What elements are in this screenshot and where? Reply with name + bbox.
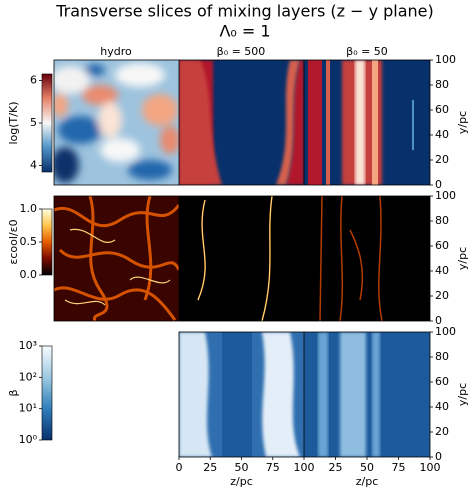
- tick-label: 5: [30, 116, 37, 129]
- x-tick-label: 25: [203, 461, 217, 474]
- x-tick-label: 75: [392, 461, 406, 474]
- y-tick-label: 100: [435, 189, 456, 202]
- y-tick-label: 80: [435, 214, 449, 227]
- cooling-slice: [54, 196, 179, 321]
- tick-label: 10²: [19, 370, 37, 383]
- y-tick-label: 60: [435, 239, 449, 252]
- y-tick-label: 20: [435, 289, 449, 302]
- colorbar: [41, 208, 53, 276]
- title: Transverse slices of mixing layers (z − …: [55, 2, 434, 21]
- y-tick-label: 80: [435, 78, 449, 91]
- x-tick-label: 100: [294, 461, 315, 474]
- cooling-slice: [179, 196, 304, 321]
- y-tick-label: 40: [435, 400, 449, 413]
- colorbar: [41, 345, 53, 441]
- tick-label: 10⁰: [19, 433, 38, 446]
- y-tick-label: 60: [435, 103, 449, 116]
- y-tick-label: 40: [435, 128, 449, 141]
- temperature-slice: [54, 60, 179, 185]
- tick-label: 10¹: [19, 402, 37, 415]
- y-tick-label: 20: [435, 153, 449, 166]
- y-axis-label: y/pc: [456, 383, 469, 406]
- x-tick-label: 75: [266, 461, 280, 474]
- y-tick-label: 100: [435, 325, 456, 338]
- tick-label: 1.0: [20, 202, 38, 215]
- column-title: hydro: [100, 45, 132, 58]
- y-tick-label: 100: [435, 53, 456, 66]
- temperature-slice: [304, 60, 430, 185]
- temperature-slice: [179, 60, 304, 185]
- y-tick-label: 60: [435, 375, 449, 388]
- y-tick-label: 0: [435, 314, 442, 327]
- colorbar: [41, 73, 53, 173]
- x-tick-label: 100: [420, 461, 441, 474]
- y-tick-label: 0: [435, 450, 442, 463]
- x-tick-label: 50: [360, 461, 374, 474]
- y-tick-label: 20: [435, 425, 449, 438]
- tick-label: 6: [30, 73, 37, 86]
- subtitle: Λ₀ = 1: [219, 22, 270, 41]
- column-title: β₀ = 50: [346, 45, 388, 58]
- y-axis-label: y/pc: [456, 111, 469, 134]
- x-axis-label: z/pc: [356, 475, 379, 488]
- y-tick-label: 80: [435, 350, 449, 363]
- x-axis-label: z/pc: [230, 475, 253, 488]
- cooling-slice: [304, 196, 430, 321]
- y-tick-label: 0: [435, 178, 442, 191]
- x-tick-label: 0: [176, 461, 183, 474]
- x-tick-label: 50: [235, 461, 249, 474]
- tick-label: 10³: [19, 339, 37, 352]
- panel-frames: [53, 59, 431, 458]
- tick-label: 0.0: [20, 268, 38, 281]
- x-tick-label: 25: [329, 461, 343, 474]
- beta-slice: [304, 332, 430, 457]
- beta-slice: [179, 332, 304, 457]
- tick-label: 4: [30, 159, 37, 172]
- tick-label: 0.5: [20, 235, 38, 248]
- colorbar-label: β: [7, 389, 20, 396]
- colorbar-label: εcool/ε0: [7, 219, 20, 264]
- y-tick-label: 40: [435, 264, 449, 277]
- column-title: β₀ = 500: [217, 45, 266, 58]
- y-axis-label: y/pc: [456, 247, 469, 270]
- colorbar-label: log(T/K): [7, 102, 20, 145]
